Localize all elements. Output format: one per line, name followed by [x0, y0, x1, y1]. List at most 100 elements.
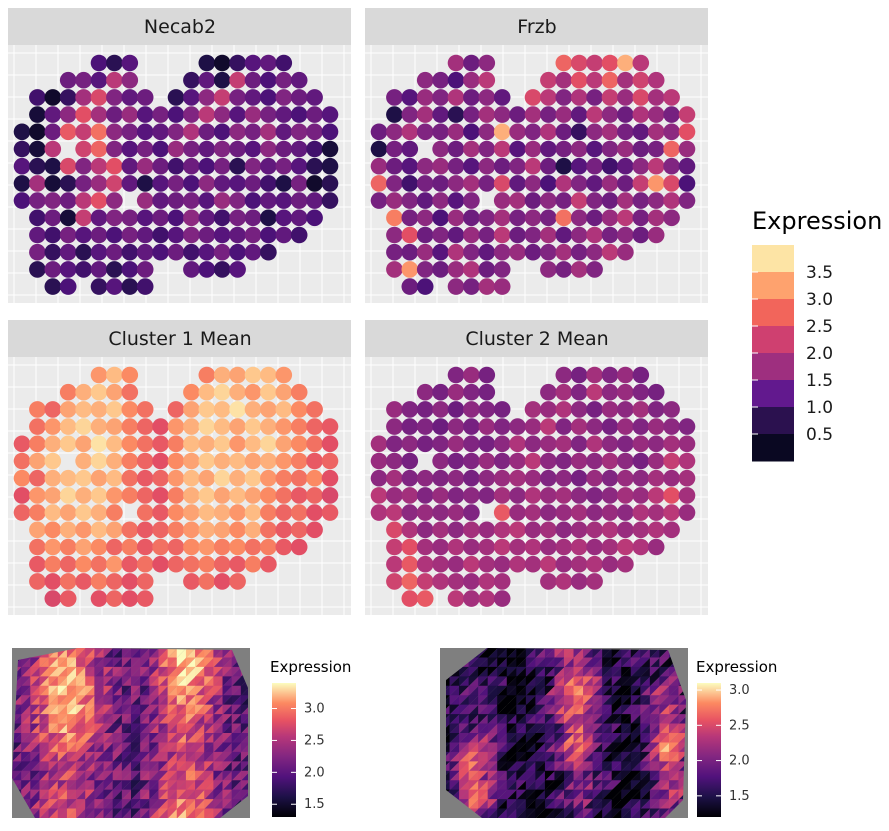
- spot: [275, 175, 293, 192]
- spot: [416, 123, 434, 141]
- heatmap-cell: [602, 733, 613, 744]
- heatmap-cell: [204, 714, 214, 725]
- spot: [493, 140, 511, 158]
- spot: [290, 209, 308, 227]
- spot: [75, 226, 92, 244]
- heatmap-cell: [459, 723, 470, 734]
- spot: [183, 89, 200, 106]
- heatmap-cell: [185, 676, 196, 687]
- heatmap-cell: [76, 761, 86, 772]
- heatmap-cell: [478, 733, 489, 744]
- heatmap-cell: [112, 676, 123, 687]
- heatmap-cell: [57, 695, 68, 706]
- heatmap-cell: [112, 799, 123, 810]
- heatmap-cell: [131, 648, 141, 659]
- heatmap-cell: [450, 818, 460, 828]
- heatmap-cell: [250, 724, 260, 734]
- spot: [44, 243, 62, 261]
- spot: [167, 106, 185, 123]
- heatmap-cell: [611, 676, 622, 687]
- heatmap-cell: [478, 733, 489, 744]
- heatmap-cell: [21, 751, 31, 762]
- heatmap-cell: [611, 676, 622, 687]
- heatmap-cell: [240, 761, 248, 772]
- heatmap-cell: [250, 790, 260, 800]
- spot: [44, 521, 62, 539]
- heatmap-cell: [94, 770, 105, 781]
- spot: [647, 123, 665, 141]
- heatmap-cell: [94, 666, 105, 677]
- heatmap-cell: [231, 714, 242, 725]
- spot: [386, 226, 403, 244]
- spot: [463, 401, 480, 418]
- spot: [478, 106, 496, 123]
- heatmap-cell: [516, 751, 527, 762]
- heatmap-cell: [446, 742, 451, 753]
- heatmap-cell: [516, 751, 527, 762]
- heatmap-cell: [583, 723, 594, 734]
- heatmap-cell: [621, 676, 632, 687]
- heatmap-cell: [545, 818, 555, 828]
- heatmap-cell: [140, 799, 150, 810]
- spot: [570, 538, 588, 556]
- heatmap-cell: [94, 714, 105, 725]
- spot: [678, 175, 696, 192]
- spot: [617, 157, 634, 175]
- spot: [663, 418, 680, 435]
- spot: [152, 487, 169, 504]
- spot: [29, 435, 46, 453]
- spot: [432, 401, 449, 418]
- spot: [198, 140, 216, 158]
- heatmap-cell: [592, 733, 603, 744]
- spot: [447, 418, 465, 435]
- heatmap-cell: [94, 723, 105, 734]
- heatmap-cell: [621, 818, 631, 828]
- spot: [275, 469, 293, 487]
- heatmap-cell: [688, 752, 698, 762]
- spot: [478, 366, 496, 384]
- heatmap-cell: [39, 751, 50, 762]
- heatmap-cell: [688, 771, 698, 781]
- heatmap-cell: [213, 799, 224, 810]
- heatmap-cell: [649, 723, 660, 734]
- heatmap-cell: [140, 685, 150, 696]
- spot: [493, 452, 511, 470]
- heatmap-cell: [176, 761, 187, 772]
- spot: [509, 140, 526, 158]
- heatmap-cell: [140, 695, 150, 706]
- spot: [59, 401, 77, 418]
- heatmap-cell: [94, 818, 104, 828]
- heatmap-cell: [231, 780, 242, 791]
- spot: [463, 487, 480, 504]
- heatmap-cell: [250, 752, 260, 762]
- spot: [447, 366, 465, 384]
- heatmap-cell: [573, 695, 584, 706]
- heatmap-cell: [554, 666, 565, 677]
- spot: [121, 123, 139, 141]
- heatmap-cell: [592, 648, 603, 659]
- heatmap-cell: [525, 648, 536, 659]
- heatmap-cell: [525, 695, 536, 706]
- heatmap-cell: [459, 695, 470, 706]
- spot: [447, 140, 465, 158]
- heatmap-cell: [621, 761, 632, 772]
- heatmap-cell: [659, 714, 670, 725]
- spot: [586, 54, 603, 72]
- spot: [570, 89, 588, 106]
- heatmap-cell: [76, 685, 86, 696]
- heatmap-cell: [535, 704, 546, 715]
- heatmap-cell: [85, 751, 95, 762]
- spot: [136, 573, 154, 590]
- spot: [244, 140, 262, 158]
- heatmap-cell: [621, 648, 632, 659]
- heatmap-cell: [131, 742, 141, 753]
- heatmap-cell: [621, 751, 632, 762]
- heatmap-cell: [57, 751, 68, 762]
- heatmap-cell: [231, 751, 242, 762]
- heatmap-cell: [121, 685, 132, 696]
- heatmap-cell: [497, 780, 508, 791]
- heatmap-cell: [30, 685, 41, 696]
- spot: [244, 538, 262, 556]
- heatmap-cell: [544, 789, 556, 800]
- heatmap-cell: [176, 751, 187, 762]
